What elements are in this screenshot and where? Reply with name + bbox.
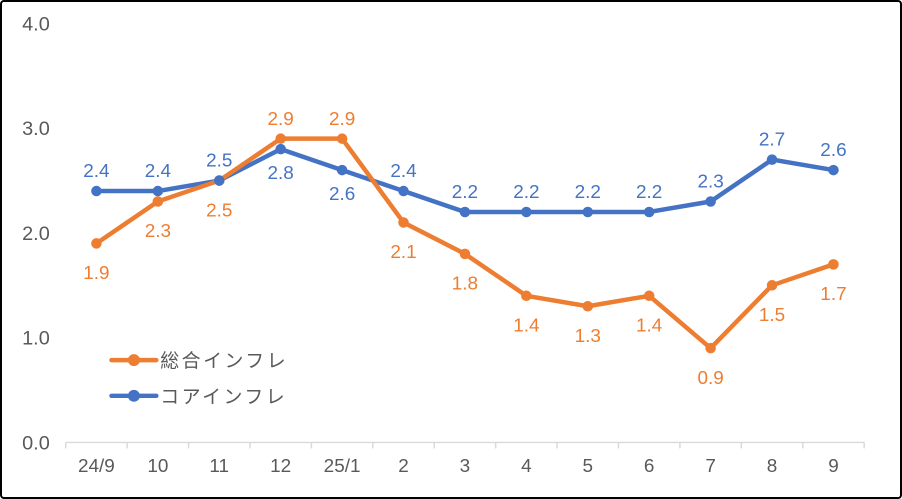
data-point-label-1: 2.2: [452, 182, 478, 203]
data-point-marker-0: [152, 196, 164, 207]
data-point-marker-0: [336, 133, 348, 144]
data-point-marker-1: [643, 206, 655, 218]
legend-marker-dot-1: [127, 389, 140, 402]
x-axis-tick-label: 9: [828, 456, 839, 477]
data-point-marker-0: [643, 290, 655, 302]
y-axis-tick-label: 2.0: [22, 223, 50, 245]
data-point-marker-1: [766, 154, 778, 165]
data-point-marker-0: [91, 238, 102, 249]
data-point-marker-0: [828, 259, 839, 270]
y-axis-tick-label: 1.0: [22, 328, 50, 350]
data-point-marker-0: [275, 133, 286, 144]
data-point-marker-1: [213, 175, 225, 186]
data-point-marker-0: [398, 217, 409, 228]
data-point-label-0: 2.3: [145, 221, 171, 242]
data-point-marker-1: [459, 206, 471, 218]
data-point-marker-0: [705, 342, 716, 354]
data-point-label-1: 2.4: [145, 161, 171, 182]
data-point-label-1: 2.2: [575, 182, 601, 203]
data-point-label-0: 2.9: [329, 109, 355, 130]
data-point-marker-0: [582, 301, 594, 312]
x-axis-tick-label: 10: [147, 456, 168, 477]
x-axis-tick-label: 7: [705, 456, 716, 477]
data-point-marker-1: [275, 143, 286, 155]
data-point-label-0: 1.7: [820, 284, 846, 305]
data-point-label-1: 2.7: [759, 130, 785, 151]
x-axis-tick-label: 25/1: [324, 456, 361, 477]
data-point-label-1: 2.8: [268, 163, 294, 184]
data-point-marker-0: [766, 280, 778, 291]
data-point-marker-0: [521, 290, 532, 302]
x-axis-tick-label: 2: [398, 456, 409, 477]
x-axis-tick-label: 5: [583, 456, 594, 477]
data-point-label-0: 2.9: [268, 109, 294, 130]
x-axis-tick-label: 4: [521, 456, 532, 477]
legend-label-0: 総合インフレ: [160, 350, 288, 372]
data-point-label-0: 0.9: [697, 368, 723, 389]
data-point-label-0: 1.4: [636, 316, 662, 337]
data-point-marker-1: [152, 185, 164, 197]
data-point-marker-1: [705, 196, 716, 207]
legend-label-1: コアインフレ: [160, 387, 287, 408]
data-point-label-1: 2.2: [636, 182, 662, 203]
data-point-label-1: 2.4: [390, 161, 416, 182]
data-point-marker-1: [521, 206, 532, 218]
data-point-label-0: 2.1: [390, 242, 416, 263]
y-axis-tick-label: 4.0: [22, 13, 50, 35]
data-point-label-0: 2.5: [206, 200, 232, 221]
data-point-marker-1: [91, 185, 102, 197]
data-point-marker-1: [398, 185, 409, 197]
x-axis-tick-label: 11: [209, 456, 229, 477]
data-point-label-1: 2.4: [83, 161, 109, 182]
data-point-marker-0: [459, 248, 471, 260]
data-point-marker-1: [582, 206, 594, 218]
x-axis-tick-label: 8: [767, 456, 778, 477]
x-axis-tick-label: 6: [644, 456, 655, 477]
data-point-label-0: 1.4: [513, 316, 539, 337]
data-point-label-1: 2.6: [329, 184, 355, 205]
x-axis-tick-label: 24/9: [78, 456, 115, 477]
data-point-label-0: 1.9: [83, 263, 109, 284]
y-axis-tick-label: 0.0: [22, 432, 50, 454]
data-point-marker-1: [828, 164, 839, 176]
data-point-label-0: 1.5: [759, 305, 785, 326]
data-point-label-0: 1.3: [575, 326, 601, 347]
y-axis-tick-label: 3.0: [22, 118, 50, 140]
data-point-label-1: 2.2: [513, 182, 539, 203]
legend-marker-dot-0: [127, 354, 140, 367]
data-point-label-1: 2.5: [206, 151, 232, 172]
data-point-label-1: 2.6: [820, 140, 846, 161]
x-axis-tick-label: 3: [460, 456, 471, 477]
data-point-marker-1: [336, 164, 348, 176]
x-axis-tick-label: 12: [270, 456, 291, 477]
data-point-label-1: 2.3: [697, 172, 723, 193]
data-point-label-0: 1.8: [452, 274, 478, 295]
